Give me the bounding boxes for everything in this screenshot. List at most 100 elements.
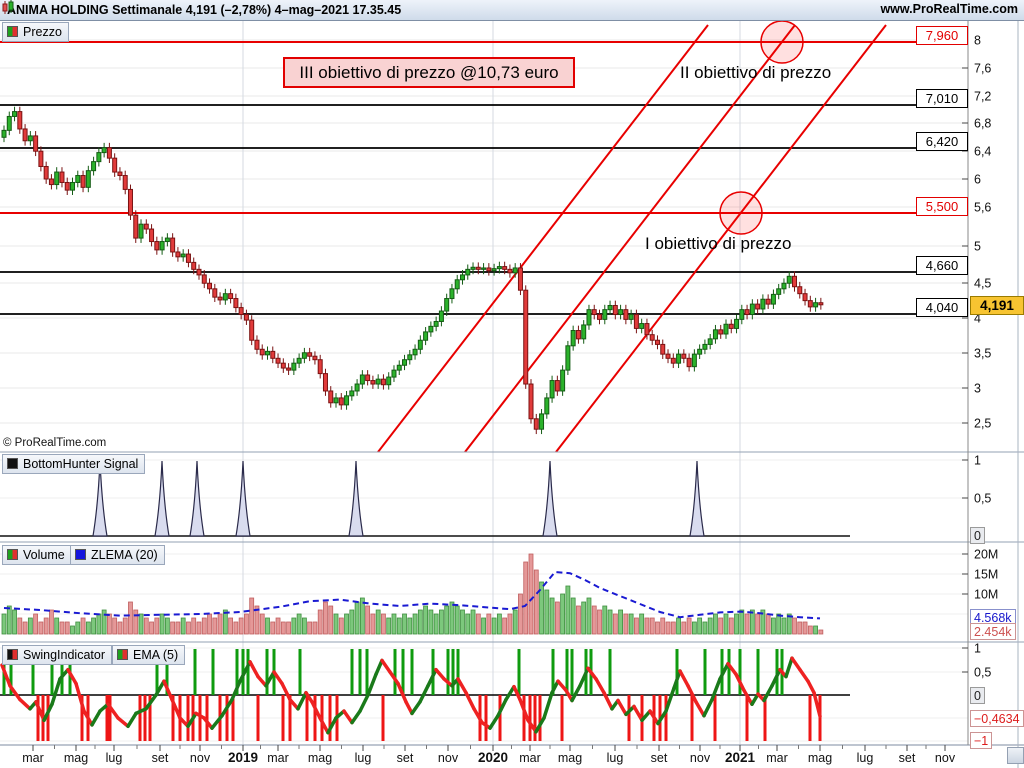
ema-segment (718, 661, 730, 681)
candle-body (106, 147, 112, 159)
volume-bar (107, 613, 112, 635)
candle-body (628, 314, 634, 320)
candle-body (433, 320, 439, 327)
volume-bar (634, 617, 639, 635)
candle-body (749, 303, 755, 316)
candle-body (80, 175, 86, 188)
zlema-legend-chip[interactable]: ZLEMA (20) (70, 545, 165, 565)
annotation-first-target[interactable]: I obiettivo di prezzo (645, 234, 791, 254)
volume-bar (523, 561, 529, 635)
volume-bar (544, 589, 550, 635)
volume-bar (581, 601, 587, 635)
volume-bar (333, 613, 339, 635)
volume-bar (323, 601, 328, 635)
candle-body (380, 378, 386, 386)
volume-bar (454, 605, 460, 635)
volume-bar (423, 605, 429, 635)
candle-body (755, 303, 761, 310)
volume-bar (143, 617, 149, 635)
ema-segment (578, 666, 590, 688)
candle-body (491, 268, 497, 272)
volume-legend-chip[interactable]: Volume (2, 545, 72, 565)
volume-bar (412, 613, 418, 635)
ema-segment (664, 686, 676, 713)
volume-bar (365, 605, 371, 635)
candle-body (375, 378, 381, 385)
swing-axis-tick-label: 0,5 (974, 666, 991, 680)
volume-bar (628, 613, 634, 635)
candle-body (618, 309, 624, 316)
candle-body (312, 355, 318, 361)
price-level-box: 4,660 (916, 256, 968, 275)
price-legend-chip[interactable]: Prezzo (2, 22, 69, 42)
volume-bar (43, 617, 49, 635)
ema-segment (380, 658, 392, 674)
candle-body (70, 181, 76, 191)
ema-legend-chip[interactable]: EMA (5) (112, 645, 186, 665)
volume-bar (502, 617, 508, 635)
candle-body (417, 339, 423, 350)
candle-body (1, 129, 7, 138)
volume-bar (739, 609, 745, 635)
volume-bar (138, 613, 144, 635)
ema-segment (186, 711, 198, 729)
candle-body (149, 228, 155, 243)
zlema-line (3, 570, 821, 620)
candle-body (349, 390, 355, 397)
volume-bar (760, 609, 766, 635)
volume-bar (317, 609, 323, 635)
volume-bar (771, 617, 776, 635)
x-axis-label: mag (558, 751, 582, 765)
candle-body (438, 310, 444, 322)
volume-bar (507, 613, 513, 635)
candle-body (59, 171, 65, 183)
volume-bar (254, 605, 260, 635)
ema-segment (388, 670, 400, 686)
ema-segment (304, 690, 314, 704)
annotation-third-target[interactable]: III obiettivo di prezzo @10,73 euro (283, 57, 575, 88)
candle-body (12, 111, 18, 117)
candle-body (396, 364, 402, 371)
ema-segment (202, 716, 214, 730)
ema-segment (570, 684, 582, 703)
x-axis-label: nov (935, 751, 956, 765)
ema-segment (648, 709, 660, 726)
ema-segment (98, 702, 110, 713)
candle-body (454, 279, 460, 290)
ema-segment (534, 716, 546, 734)
annotation-second-target[interactable]: II obiettivo di prezzo (680, 63, 831, 83)
scrollbar-corner[interactable] (1007, 747, 1024, 764)
volume-bar (312, 621, 318, 635)
ema-segment (512, 684, 522, 702)
ema-segment (678, 669, 690, 688)
annotation-first-target-text: I obiettivo di prezzo (645, 234, 792, 253)
volume-bar (802, 621, 808, 635)
ema-segment (18, 697, 32, 711)
candle-body (301, 352, 307, 359)
candle-body (280, 362, 286, 369)
volume-bar (49, 609, 54, 635)
ema-segment (106, 702, 120, 720)
volume-bar (170, 621, 176, 635)
candle-body (75, 175, 81, 183)
volume-bar (460, 609, 465, 635)
prorealtime-url[interactable]: www.ProRealTime.com (880, 2, 1018, 16)
candle-body (660, 343, 666, 355)
swingindicator-legend-chip[interactable]: SwingIndicator (2, 645, 112, 665)
volume-bar (381, 613, 386, 635)
x-axis-label: mag (308, 751, 332, 765)
candle-body (449, 288, 455, 300)
price-axis-tick-label: 5 (974, 240, 981, 254)
x-axis-label: mar (766, 751, 788, 765)
volume-bar (1, 613, 7, 635)
bottomhunter-legend-chip[interactable]: BottomHunter Signal (2, 454, 146, 474)
volume-bar (22, 621, 28, 635)
candle-body (591, 309, 597, 316)
ema-segment (162, 679, 174, 702)
volume-bar (180, 617, 186, 635)
candle-body (286, 367, 292, 371)
target-circle (760, 20, 804, 64)
volume-bar (512, 609, 518, 635)
x-axis-label: set (152, 751, 169, 765)
volume-bar (396, 617, 402, 635)
